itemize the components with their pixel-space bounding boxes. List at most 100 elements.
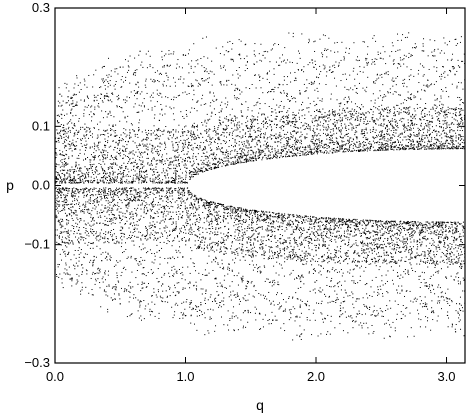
cloud-point — [457, 127, 458, 128]
cloud-point — [236, 163, 237, 164]
cloud-point — [344, 233, 345, 234]
cloud-point — [313, 137, 314, 138]
cloud-point — [429, 253, 430, 254]
cloud-point — [239, 125, 240, 126]
cloud-point — [211, 139, 212, 140]
cloud-point — [274, 156, 275, 157]
cloud-point — [145, 190, 146, 191]
cloud-point — [61, 226, 62, 227]
cloud-point — [249, 228, 250, 229]
cloud-point — [179, 165, 180, 166]
cloud-point — [349, 141, 350, 142]
cloud-point — [160, 204, 161, 205]
cloud-point — [189, 170, 190, 171]
cloud-point — [62, 164, 63, 165]
cloud-point — [209, 163, 210, 164]
cloud-point — [432, 244, 433, 245]
cloud-point — [117, 152, 118, 153]
cloud-point — [150, 215, 151, 216]
cloud-point — [275, 228, 276, 229]
cloud-point — [62, 127, 63, 128]
cloud-point — [178, 181, 179, 182]
cloud-point — [417, 249, 418, 250]
cloud-point — [420, 261, 421, 262]
cloud-point — [218, 137, 219, 138]
cloud-point — [318, 244, 319, 245]
cloud-point — [384, 147, 385, 148]
cloud-point — [241, 213, 242, 214]
cloud-point — [184, 167, 185, 168]
cloud-point — [400, 223, 401, 224]
cloud-point — [291, 134, 292, 135]
cloud-point — [122, 227, 123, 228]
cloud-point — [176, 200, 177, 201]
cloud-point — [287, 118, 288, 119]
cloud-point — [332, 140, 333, 141]
cloud-point — [146, 174, 147, 175]
cloud-point — [283, 118, 284, 119]
cloud-point — [132, 187, 133, 188]
cloud-point — [67, 233, 68, 234]
cloud-point — [146, 194, 147, 195]
cloud-point — [102, 237, 103, 238]
cloud-point — [85, 166, 86, 167]
cloud-point — [132, 225, 133, 226]
cloud-point — [271, 121, 272, 122]
cloud-point — [354, 150, 355, 151]
cloud-point — [416, 228, 417, 229]
cloud-point — [344, 231, 345, 232]
cloud-point — [360, 121, 361, 122]
cloud-point — [122, 202, 123, 203]
cloud-point — [99, 155, 100, 156]
cloud-point — [379, 256, 380, 257]
cloud-point — [69, 144, 70, 145]
cloud-point — [362, 133, 363, 134]
cloud-point — [378, 239, 379, 240]
cloud-point — [103, 161, 104, 162]
cloud-point — [401, 121, 402, 122]
cloud-point — [458, 258, 459, 259]
cloud-point — [163, 216, 164, 217]
cloud-point — [100, 215, 101, 216]
cloud-point — [261, 152, 262, 153]
cloud-point — [142, 162, 143, 163]
cloud-point — [349, 239, 350, 240]
cloud-point — [450, 249, 451, 250]
cloud-point — [454, 144, 455, 145]
cloud-point — [463, 236, 464, 237]
cloud-point — [159, 195, 160, 196]
cloud-point — [258, 149, 259, 150]
cloud-point — [83, 190, 84, 191]
cloud-point — [288, 115, 289, 116]
cloud-point — [408, 259, 409, 260]
cloud-point — [110, 221, 111, 222]
cloud-point — [84, 213, 85, 214]
cloud-point — [170, 161, 171, 162]
cloud-point — [158, 129, 159, 130]
cloud-point — [417, 240, 418, 241]
cloud-point — [253, 244, 254, 245]
cloud-point — [115, 219, 116, 220]
cloud-point — [209, 239, 210, 240]
cloud-point — [438, 234, 439, 235]
cloud-point — [59, 238, 60, 239]
cloud-point — [432, 126, 433, 127]
cloud-point — [412, 234, 413, 235]
cloud-point — [460, 136, 461, 137]
cloud-point — [123, 158, 124, 159]
cloud-point — [133, 179, 134, 180]
cloud-point — [68, 131, 69, 132]
cloud-point — [286, 143, 287, 144]
cloud-point — [206, 156, 207, 157]
cloud-point — [166, 158, 167, 159]
cloud-point — [450, 254, 451, 255]
cloud-point — [56, 191, 57, 192]
cloud-point — [163, 168, 164, 169]
cloud-point — [107, 130, 108, 131]
cloud-point — [212, 247, 213, 248]
cloud-point — [404, 137, 405, 138]
cloud-point — [315, 240, 316, 241]
cloud-point — [335, 125, 336, 126]
cloud-point — [308, 229, 309, 230]
cloud-point — [444, 132, 445, 133]
